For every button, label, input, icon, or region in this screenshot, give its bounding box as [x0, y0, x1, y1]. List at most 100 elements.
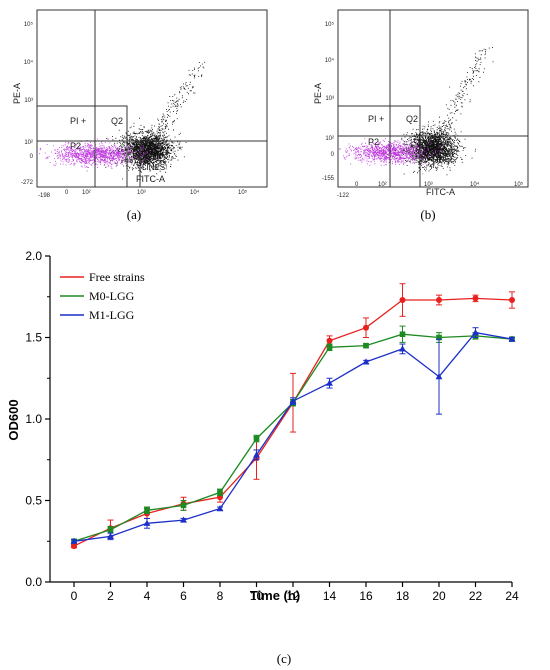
x-tick-label: 22 — [469, 589, 483, 603]
series-line — [73, 333, 513, 542]
data-point — [143, 519, 151, 526]
data-point — [289, 397, 297, 404]
x-tick-label: 24 — [505, 589, 519, 603]
gate-label-q2-a: Q2 — [111, 116, 123, 126]
gate-rect-a — [36, 105, 128, 188]
data-point — [363, 324, 369, 331]
x-axis-title: Time (h) — [250, 588, 300, 603]
data-point — [436, 297, 442, 304]
gate-label-p2-a: P2 — [70, 141, 81, 151]
data-point — [508, 335, 516, 342]
y-tick-label: 1.0 — [25, 412, 42, 426]
series-m0-lgg — [71, 325, 515, 545]
gate-label-lines-b: LINES — [432, 155, 455, 164]
data-point — [216, 505, 224, 512]
data-point — [253, 451, 260, 458]
data-point — [70, 537, 78, 544]
gate-label-q2-b: Q2 — [406, 114, 418, 124]
gate-label-pi-b: PI + — [368, 114, 384, 124]
growth-chart-axes: 0.00.51.01.52.00 2 4 6 8 10 12 14 16 18 20 22 24 — [25, 249, 519, 603]
data-point — [144, 507, 150, 514]
x-tick-b-3: 10³ — [424, 182, 433, 188]
growth-chart-legend: Free strains M0-LGG M1-LGG — [60, 270, 145, 322]
data-point — [326, 344, 333, 351]
y-axis-label-b: PE-A — [313, 83, 323, 104]
caption-b: (b) — [420, 207, 435, 222]
x-tick-b-4: 10⁴ — [470, 181, 480, 188]
data-point — [71, 543, 77, 550]
y-tick-a-3: 10³ — [24, 98, 33, 104]
y-tick-label: 0.5 — [25, 494, 42, 508]
x-tick-label: 16 — [359, 589, 373, 603]
data-point — [217, 489, 223, 496]
data-point — [363, 342, 369, 349]
data-point — [253, 435, 260, 442]
y-tick-label: 1.5 — [25, 331, 42, 345]
x-tick-label: 10 — [250, 589, 264, 603]
x-tick-a-2: 10² — [82, 190, 91, 196]
series-free-strains — [71, 283, 515, 550]
legend-label: M0-LGG — [89, 289, 135, 303]
x-tick-label: 0 — [71, 589, 78, 603]
series-line — [73, 331, 513, 542]
x-tick-a-3: 10³ — [137, 190, 146, 196]
legend-label: M1-LGG — [89, 308, 135, 322]
x-tick-a-0: -198 — [38, 193, 51, 199]
caption-a: (a) — [127, 207, 141, 222]
flow-plot-b: PI + Q2 P2 LINES FITC-A PE-A -122 0 10² … — [313, 9, 529, 222]
x-tick-label: 8 — [217, 589, 224, 603]
data-point — [399, 345, 406, 352]
x-tick-a-5: 10⁵ — [238, 189, 248, 196]
scatter-a-p2-population — [39, 138, 182, 172]
y-tick-a-5: 10⁵ — [24, 21, 34, 28]
y-tick-a-2: 10² — [24, 140, 33, 146]
data-point — [107, 527, 114, 533]
y-tick-b-1: 0 — [331, 152, 335, 158]
y-tick-b-0: -155 — [322, 176, 335, 182]
data-point — [472, 295, 479, 302]
data-point — [362, 358, 370, 365]
data-point — [436, 334, 442, 341]
y-axis-title: OD600 — [6, 399, 21, 440]
x-tick-label: 18 — [396, 589, 410, 603]
y-tick-b-3: 10³ — [325, 96, 334, 102]
data-point — [326, 337, 333, 344]
x-tick-a-4: 10⁴ — [190, 189, 200, 196]
data-point — [399, 331, 406, 338]
data-point — [472, 329, 479, 336]
x-tick-label: 6 — [180, 589, 187, 603]
flow-plot-a: PI + Q2 P2 LINES FITC-A PE-A -198 0 10² … — [12, 9, 268, 222]
x-tick-label: 20 — [432, 589, 446, 603]
data-point — [326, 379, 333, 386]
x-tick-label: 4 — [144, 589, 151, 603]
y-tick-label: 2.0 — [25, 249, 42, 263]
legend-label: Free strains — [89, 270, 145, 284]
x-tick-b-0: -122 — [337, 193, 350, 199]
scatter-points-b — [339, 47, 494, 176]
data-point — [435, 373, 443, 380]
data-point — [399, 297, 406, 304]
y-tick-b-4: 10⁴ — [325, 57, 335, 64]
y-tick-b-5: 10⁵ — [325, 21, 335, 28]
y-tick-b-2: 10² — [325, 136, 334, 142]
y-axis-label-a: PE-A — [12, 83, 22, 104]
x-tick-label: 2 — [107, 589, 114, 603]
y-tick-a-1: 0 — [30, 154, 34, 160]
data-point — [509, 297, 515, 304]
x-axis-label-b: FITC-A — [426, 187, 455, 197]
x-tick-b-2: 10² — [378, 182, 387, 188]
scatter-b-main-population — [394, 47, 494, 176]
x-tick-a-1: 0 — [65, 190, 69, 196]
x-axis-label-a: FITC-A — [136, 174, 165, 184]
gate-label-p2-b: P2 — [368, 137, 379, 147]
y-tick-a-4: 10⁴ — [24, 59, 34, 66]
data-point — [180, 502, 187, 509]
gate-label-pi-a: PI + — [70, 116, 86, 126]
x-tick-b-5: 10⁵ — [514, 181, 524, 188]
growth-chart-series — [70, 283, 516, 550]
x-tick-label: 12 — [286, 589, 300, 603]
series-m1-lgg — [70, 327, 516, 544]
data-point — [107, 532, 114, 539]
data-point — [180, 516, 187, 523]
